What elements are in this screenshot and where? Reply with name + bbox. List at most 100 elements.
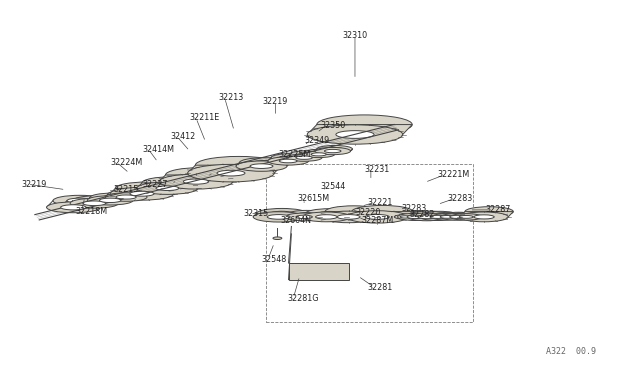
Text: 32412: 32412 [171, 132, 196, 141]
Ellipse shape [166, 167, 239, 182]
Ellipse shape [105, 193, 147, 201]
Ellipse shape [53, 195, 106, 206]
Ellipse shape [420, 213, 438, 217]
Text: 32349: 32349 [304, 135, 330, 144]
Polygon shape [347, 212, 413, 217]
Ellipse shape [460, 215, 473, 218]
Text: 32350: 32350 [320, 121, 345, 130]
Ellipse shape [253, 160, 276, 165]
Text: 32225M: 32225M [278, 150, 311, 159]
Ellipse shape [271, 211, 293, 216]
Ellipse shape [108, 190, 150, 199]
Ellipse shape [87, 196, 133, 205]
Text: 32283: 32283 [447, 195, 472, 203]
Text: 32615M: 32615M [298, 195, 330, 203]
Ellipse shape [442, 212, 475, 219]
Ellipse shape [302, 212, 351, 222]
Ellipse shape [431, 214, 463, 220]
Ellipse shape [239, 158, 290, 168]
Text: 32219: 32219 [21, 180, 47, 189]
Ellipse shape [461, 214, 474, 217]
Ellipse shape [430, 215, 445, 218]
Ellipse shape [451, 214, 467, 217]
Text: 32219: 32219 [263, 97, 288, 106]
Ellipse shape [317, 145, 353, 153]
Ellipse shape [442, 214, 456, 217]
Text: 32310: 32310 [342, 31, 367, 40]
Ellipse shape [307, 125, 403, 144]
Text: 32221M: 32221M [438, 170, 470, 179]
Text: 32220: 32220 [355, 208, 380, 217]
Ellipse shape [142, 177, 203, 189]
Ellipse shape [118, 192, 139, 196]
Ellipse shape [410, 211, 448, 219]
Ellipse shape [273, 237, 282, 240]
Ellipse shape [287, 211, 326, 218]
Ellipse shape [315, 147, 351, 155]
Ellipse shape [110, 187, 173, 200]
Ellipse shape [303, 151, 335, 158]
Text: 32315: 32315 [244, 209, 269, 218]
Ellipse shape [286, 154, 322, 161]
Ellipse shape [396, 213, 419, 218]
Ellipse shape [465, 207, 513, 217]
Text: 32211E: 32211E [189, 113, 220, 122]
Text: A322  00.9: A322 00.9 [546, 347, 596, 356]
Polygon shape [320, 212, 382, 217]
Text: 32281G: 32281G [287, 294, 319, 303]
Ellipse shape [336, 131, 374, 138]
Polygon shape [460, 212, 513, 217]
Ellipse shape [452, 212, 483, 219]
Text: 32544: 32544 [320, 182, 345, 190]
Ellipse shape [319, 211, 340, 216]
Ellipse shape [299, 153, 316, 156]
Ellipse shape [399, 211, 435, 218]
Ellipse shape [408, 213, 446, 221]
Ellipse shape [400, 216, 412, 218]
Ellipse shape [137, 182, 198, 195]
Ellipse shape [460, 212, 508, 222]
Polygon shape [110, 189, 179, 194]
Ellipse shape [130, 191, 154, 196]
Ellipse shape [102, 196, 124, 200]
Ellipse shape [289, 151, 325, 158]
Text: 32213: 32213 [218, 93, 243, 102]
Ellipse shape [365, 214, 389, 219]
Ellipse shape [325, 206, 382, 217]
Ellipse shape [407, 215, 424, 219]
Ellipse shape [296, 156, 312, 159]
Ellipse shape [347, 211, 408, 223]
Ellipse shape [397, 213, 433, 221]
Ellipse shape [441, 214, 474, 220]
Ellipse shape [440, 215, 454, 218]
Ellipse shape [67, 198, 92, 203]
Ellipse shape [85, 198, 108, 203]
Ellipse shape [324, 150, 341, 153]
Ellipse shape [159, 174, 233, 189]
Text: 32287M: 32287M [362, 217, 394, 225]
Ellipse shape [420, 213, 456, 221]
Ellipse shape [285, 213, 323, 221]
Ellipse shape [450, 215, 465, 218]
Ellipse shape [279, 159, 297, 163]
Ellipse shape [257, 208, 307, 219]
Ellipse shape [316, 215, 337, 219]
Text: 32227: 32227 [142, 180, 168, 189]
Ellipse shape [217, 170, 245, 176]
Ellipse shape [90, 193, 136, 202]
Ellipse shape [409, 213, 426, 217]
Ellipse shape [99, 198, 121, 202]
Ellipse shape [337, 215, 360, 219]
Text: 32221: 32221 [368, 198, 393, 207]
Ellipse shape [320, 211, 377, 223]
Polygon shape [137, 183, 203, 188]
Ellipse shape [401, 214, 413, 217]
Ellipse shape [432, 214, 447, 217]
Ellipse shape [116, 195, 136, 199]
Ellipse shape [433, 212, 465, 219]
Ellipse shape [305, 209, 354, 218]
Ellipse shape [317, 115, 412, 134]
Ellipse shape [183, 179, 209, 184]
Ellipse shape [73, 196, 121, 206]
Ellipse shape [268, 157, 308, 165]
